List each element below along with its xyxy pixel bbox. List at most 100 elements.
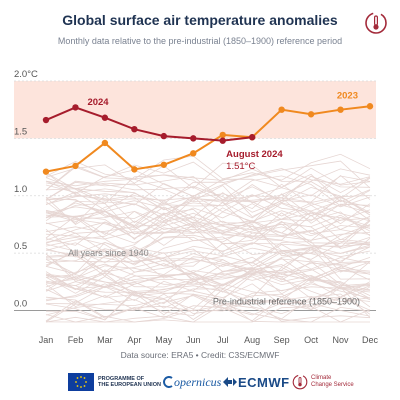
x-tick-label: Sep [274,335,290,345]
background-year-line [45,303,371,323]
background-year-line [45,263,371,292]
y-tick-label: 2.0°C [14,69,38,80]
background-year-line [45,306,370,323]
background-year-line [45,236,371,263]
c3s-logo: Climate Change Service [292,370,363,394]
background-year-line [45,266,371,299]
data-point-2023 [42,168,50,175]
x-tick-label: Aug [244,335,260,345]
background-year-line [45,197,371,227]
c3s-text-line2: Change Service [311,382,354,388]
baseline-label: Pre-industrial reference (1850–1900) [213,297,360,307]
data-point-2024 [131,126,138,133]
x-tick-label: Mar [97,335,113,345]
data-point-2023 [337,106,344,113]
background-year-line [45,168,371,197]
eu-text-line1: PROGRAMME OF [98,375,145,382]
ecmwf-wordmark: ECMWF [238,374,290,390]
background-year-line [45,225,371,258]
background-year-line [45,172,371,203]
background-year-line [45,261,371,288]
y-tick-label: 0.5 [14,241,27,252]
background-year-line [45,242,371,275]
background-year-line [45,253,371,279]
background-year-line [45,182,371,213]
y-tick-label: 1.0 [14,184,27,195]
background-year-line [45,296,371,322]
x-tick-label: Feb [68,335,84,345]
background-year-line [45,184,371,212]
background-year-line [45,162,371,189]
data-point-2023 [101,139,109,147]
highlight-title: August 2024 [226,149,283,160]
ecmwf-logo: ECMWF [222,370,290,394]
eu-flag-icon [68,373,94,391]
data-point-2023 [366,103,374,110]
series-line-2024 [45,106,253,142]
background-year-line [45,292,371,321]
data-point-2024 [101,114,109,121]
copernicus-logo: opernicus [162,370,221,394]
background-year-line [45,300,371,323]
background-year-line [45,177,371,205]
x-tick-label: Jul [217,335,229,345]
x-tick-label: Dec [362,335,379,345]
x-tick-label: Nov [333,335,350,345]
chart-title: Global surface air temperature anomalies [62,12,338,28]
background-year-line [45,286,371,315]
background-year-line [45,192,371,224]
chart-subtitle: Monthly data relative to the pre-industr… [57,36,343,46]
partner-logos: PROGRAMME OF THE EUROPEAN UNION opernicu… [0,370,400,394]
background-year-line [45,241,371,273]
background-years-label: All years since 1940 [68,248,149,258]
background-year-line [45,172,371,205]
background-year-line [45,166,371,191]
background-year-line [45,193,371,222]
data-point-2023 [160,161,168,168]
background-year-line [45,244,371,265]
background-year-line [45,220,371,253]
background-year-line [45,286,371,318]
y-tick-label: 1.5 [14,126,27,137]
background-year-line [45,153,371,181]
background-year-line [45,268,371,299]
data-point-2024 [42,116,50,124]
background-year-line [45,244,371,276]
data-point-2024 [248,134,256,141]
background-year-line [45,210,371,239]
background-year-line [45,225,371,255]
background-year-line [46,194,371,221]
x-tick-label: May [155,335,173,345]
background-year-line [45,211,371,241]
background-year-line [45,258,371,291]
series-label-2023: 2023 [337,91,358,102]
series-label-2024: 2024 [87,97,109,108]
background-year-line [45,247,371,277]
background-year-line [45,160,371,191]
x-tick-label: Apr [127,335,141,345]
background-year-line [45,210,371,235]
background-year-line [45,212,371,241]
c3s-thermometer-icon [292,374,308,390]
data-point-2024 [219,137,226,144]
x-tick-label: Jan [39,335,54,345]
copernicus-wordmark: opernicus [174,374,222,389]
data-point-2024 [160,132,168,140]
data-point-2024 [72,104,79,111]
background-year-line [45,280,371,306]
background-year-lines [45,153,371,323]
data-point-2023 [307,111,315,118]
data-point-2023 [190,150,197,157]
data-point-2023 [72,162,79,170]
highlight-value: 1.51°C [226,161,255,172]
data-source-note: Data source: ERA5 • Credit: C3S/ECMWF [120,350,280,360]
background-year-line [45,253,371,282]
background-year-line [45,218,371,241]
eu-programme-logo: PROGRAMME OF THE EUROPEAN UNION [68,370,164,394]
data-point-2023 [131,166,138,173]
background-year-line [45,273,371,303]
data-point-2024 [190,135,197,142]
eu-text-line2: THE EUROPEAN UNION [98,382,161,388]
line-chart: 0.0 0.5 1.0 1.5 2.0°C All years since 1940 Pre… [14,69,379,345]
background-year-line [45,174,371,203]
